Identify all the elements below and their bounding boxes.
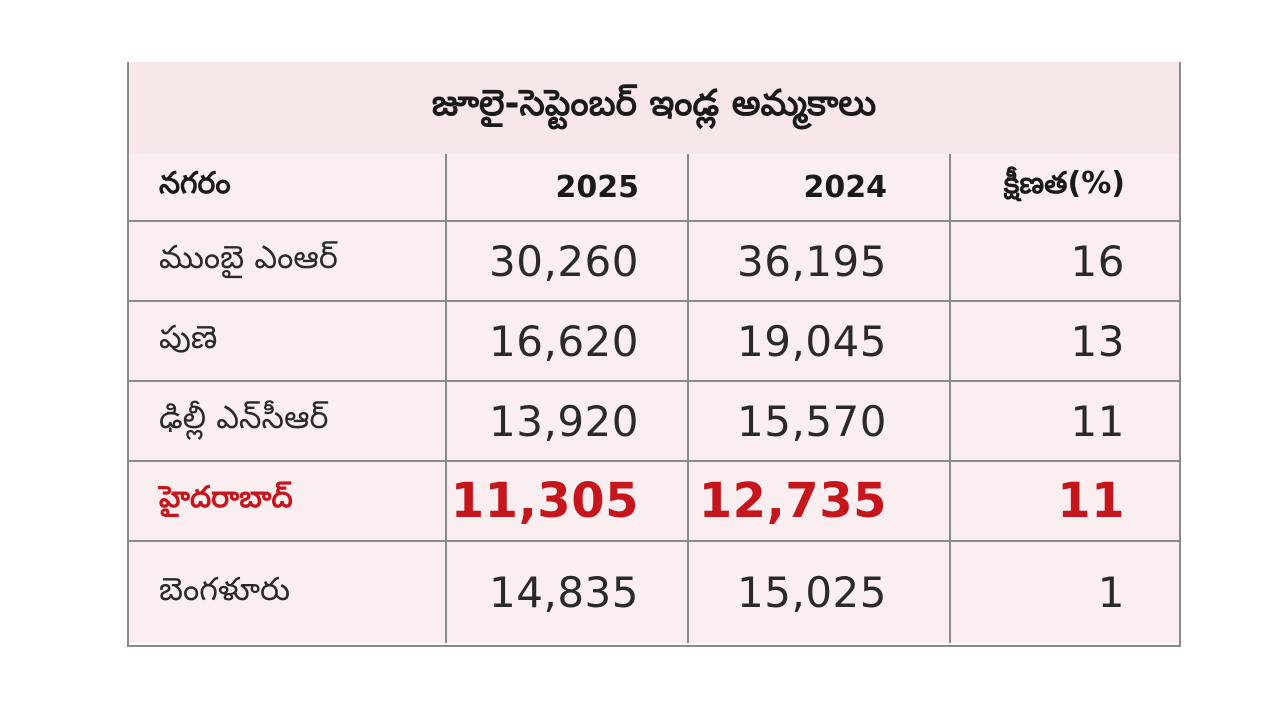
- table-header-row: నగరం 2025 2024 క్షీణత(%): [129, 154, 1179, 222]
- table-row: ముంబై ఎంఆర్ 30,260 36,195 16: [129, 222, 1179, 302]
- value-2025-cell: 30,260: [447, 222, 689, 300]
- table-row: పుణె 16,620 19,045 13: [129, 302, 1179, 382]
- value-2025-cell: 11,305: [447, 462, 689, 540]
- table-row: బెంగళూరు 14,835 15,025 1: [129, 542, 1179, 643]
- value-2024-cell: 36,195: [689, 222, 951, 300]
- city-cell: ముంబై ఎంఆర్: [129, 222, 447, 300]
- value-2025-cell: 16,620: [447, 302, 689, 380]
- city-cell: పుణె: [129, 302, 447, 380]
- header-2024: 2024: [689, 154, 951, 220]
- decline-cell: 11: [1057, 473, 1125, 529]
- value-2024-cell: 19,045: [689, 302, 951, 380]
- value-2025-cell: 14,835: [447, 542, 689, 643]
- decline-cell: 16: [1070, 236, 1125, 286]
- decline-cell: 11: [1070, 396, 1125, 446]
- value-2025-cell: 13,920: [447, 382, 689, 460]
- value-2024-cell: 15,025: [689, 542, 951, 643]
- city-cell: ఢిల్లీ ఎన్‌సీఆర్: [129, 382, 447, 460]
- table-row-highlighted: హైదరాబాద్ 11,305 12,735 11: [129, 462, 1179, 542]
- sales-table: జూలై-సెప్టెంబర్ ఇండ్ల అమ్మకాలు నగరం 2025…: [127, 62, 1181, 647]
- value-2024-cell: 12,735: [689, 462, 951, 540]
- value-2024-cell: 15,570: [689, 382, 951, 460]
- city-cell: హైదరాబాద్: [129, 462, 447, 540]
- decline-cell: 13: [1070, 316, 1125, 366]
- header-city: నగరం: [129, 154, 447, 220]
- header-2025: 2025: [447, 154, 689, 220]
- table-row: ఢిల్లీ ఎన్‌సీఆర్ 13,920 15,570 11: [129, 382, 1179, 462]
- header-decline: క్షీణత(%): [1003, 166, 1125, 201]
- decline-cell: 1: [1097, 568, 1125, 617]
- table-title: జూలై-సెప్టెంబర్ ఇండ్ల అమ్మకాలు: [129, 62, 1179, 156]
- city-cell: బెంగళూరు: [129, 542, 447, 643]
